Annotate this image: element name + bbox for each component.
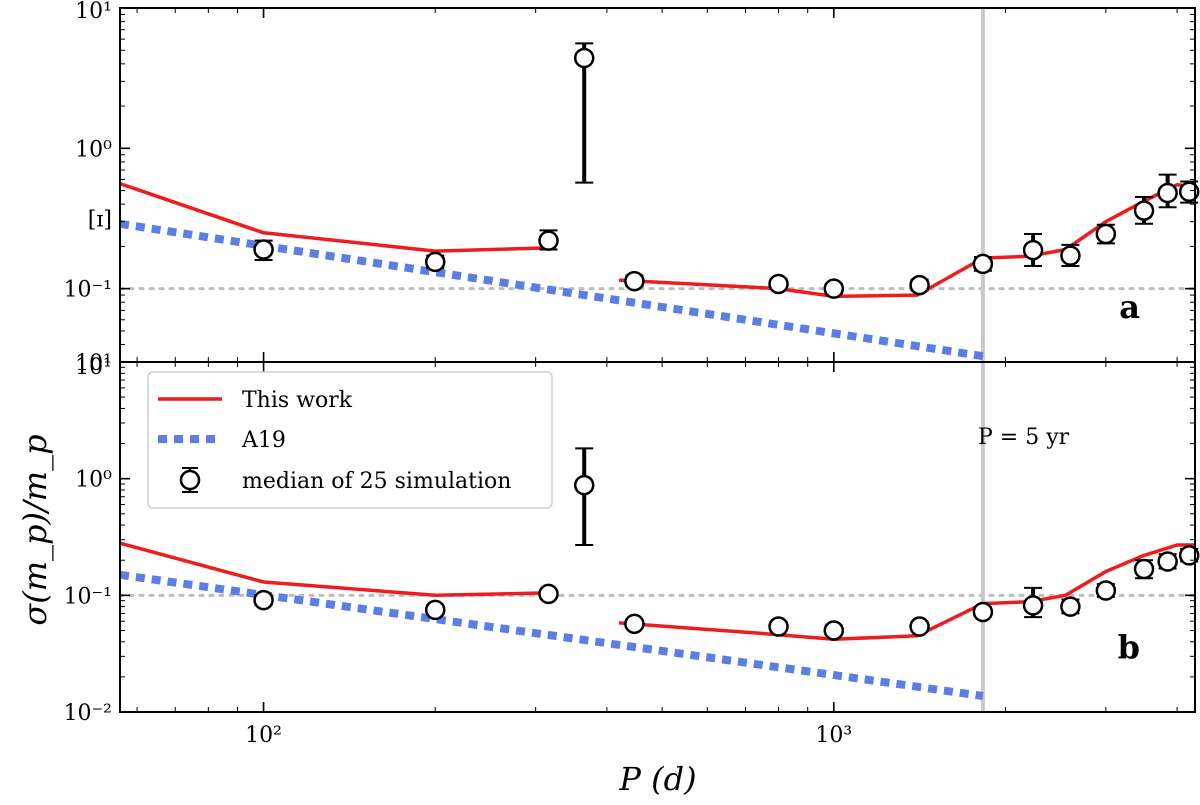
median-point (538, 230, 559, 251)
legend-label-this-work: This work (242, 388, 353, 413)
five-year-annotation: P = 5 yr (978, 425, 1070, 450)
legend-label-median: median of 25 simulation (242, 469, 511, 494)
y-tick-label-b-2: 10⁻¹ (64, 584, 112, 609)
panel-b: 10¹ 10⁰ 10⁻¹ 10⁻² b (64, 355, 1200, 726)
y-tick-label-b-1: 10⁰ (75, 468, 112, 493)
y-tick-label-b-3: 10⁻² (64, 701, 112, 726)
median-point (253, 239, 274, 260)
panel-letter-a: a (1119, 288, 1140, 326)
median-point (1095, 223, 1117, 245)
this-work-line-seg-0 (119, 181, 549, 253)
overlay: 10² 10³ P (d) σ(m_p)/m_p P = 5 yr This work A1… (16, 371, 1070, 798)
median-point (1178, 181, 1200, 203)
legend-swatch-marker (179, 469, 201, 491)
y-tick-label-a-3: 10⁻¹ (64, 278, 112, 303)
median-point (573, 47, 595, 69)
median-point (972, 253, 994, 275)
y-tick-label-a-0: 10¹ (75, 0, 112, 24)
panel-letter-b: b (1118, 628, 1140, 666)
median-point (1157, 551, 1178, 572)
median-point (768, 616, 789, 637)
median-point (1060, 596, 1081, 617)
median-point (909, 274, 930, 296)
x-tick-label: 10³ (815, 723, 852, 748)
median-point (624, 270, 645, 292)
median-point (1133, 200, 1155, 221)
y-tick-label-a-1: 10⁰ (75, 137, 112, 162)
median-point (424, 599, 446, 621)
median-point (823, 620, 845, 641)
median-point (538, 583, 559, 605)
median-point (823, 278, 845, 299)
median-point (1022, 239, 1044, 261)
median-point (573, 474, 595, 496)
y-tick-label-b-0: 10¹ (75, 355, 112, 380)
median-point (624, 613, 645, 635)
median-point (253, 589, 274, 611)
median-point (1157, 182, 1178, 204)
x-tick-label: 10² (245, 723, 282, 748)
median-point (909, 616, 930, 637)
median-point (1095, 580, 1117, 601)
y-axis-label: σ(m_p)/m_p (16, 434, 54, 625)
x-axis-label: P (d) (618, 760, 696, 798)
legend: This work A19 median of 25 simulation (147, 371, 553, 509)
y-tick-label-a-4: 10¹ (75, 351, 112, 376)
median-point (1022, 595, 1044, 616)
median-point (1133, 558, 1155, 580)
median-point (768, 273, 789, 295)
legend-label-a19: A19 (241, 428, 286, 453)
panel-a: 10¹ 10⁰ [ɪ] 10⁻¹ 10¹ a (64, 0, 1200, 376)
median-point (424, 251, 446, 273)
y-tick-label-a-2: [ɪ] (88, 207, 112, 232)
median-point (1060, 245, 1081, 266)
this-work-line-seg-0 (119, 541, 549, 598)
median-point (972, 601, 994, 623)
legend-box (147, 371, 553, 509)
panel-frame (119, 361, 1196, 713)
